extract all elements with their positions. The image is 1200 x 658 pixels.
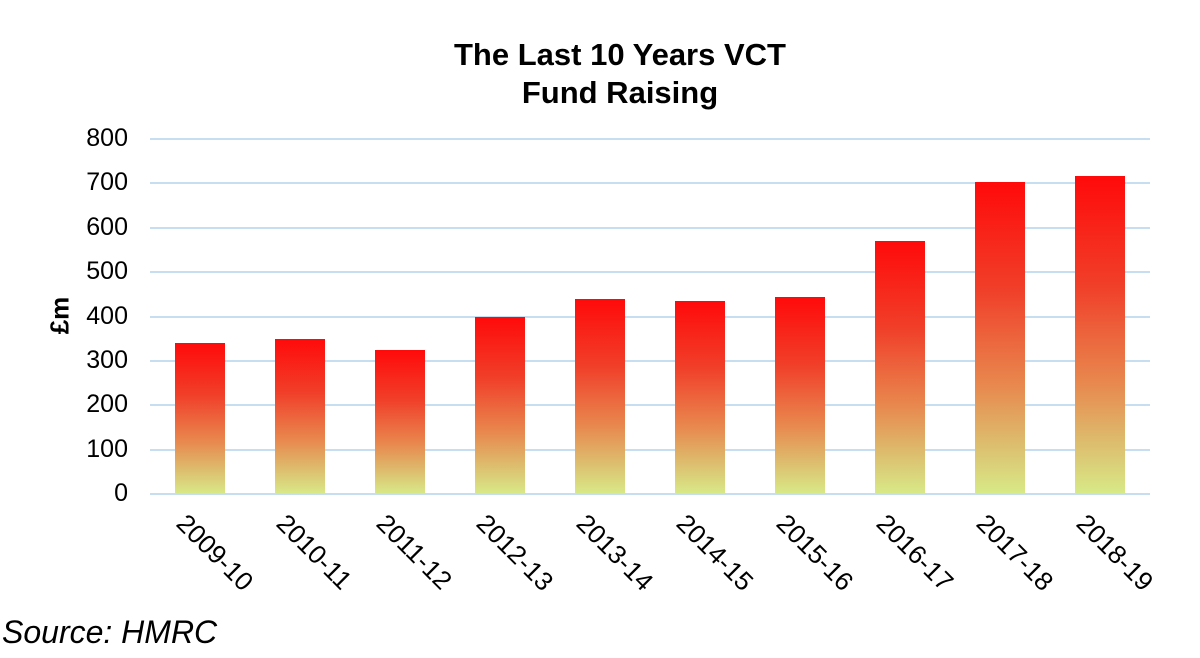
chart-title-line-2: Fund Raising [521,75,719,110]
gridline [150,226,1150,229]
bar-2012-13 [475,316,525,494]
bar-2014-15 [675,300,725,494]
x-tick-label: 2018-19 [1070,508,1160,597]
x-tick-label: 2016-17 [870,508,960,597]
y-tick-label: 700 [86,168,128,197]
bar-2015-16 [775,296,825,494]
x-tick-label: 2012-13 [470,508,560,597]
source-note: Source: HMRC [2,614,218,650]
x-tick-label: 2015-16 [770,508,860,597]
y-tick-label: 500 [86,257,128,286]
y-tick-label: 0 [114,479,128,507]
y-tick-label: 100 [86,434,128,463]
gridline [150,315,1150,318]
bar-2018-19 [1075,176,1125,494]
x-tick-label: 2014-15 [670,508,760,597]
chart-title: The Last 10 Years VCT Fund Raising [300,36,940,112]
gridline [150,138,1150,140]
bar-2017-18 [975,182,1025,494]
gridline [150,271,1150,274]
bar-2013-14 [575,298,625,494]
bar-2011-12 [375,349,425,494]
chart-title-line-1: The Last 10 Years VCT [454,37,786,72]
y-tick-label: 300 [86,345,128,374]
x-tick-label: 2009-10 [170,508,260,597]
y-tick-label: 800 [86,124,128,152]
plot-area [150,138,1150,495]
gridline [150,182,1150,185]
bar-2016-17 [875,241,925,494]
y-tick-label: 200 [86,390,128,419]
x-tick-label: 2011-12 [370,508,459,596]
x-tick-label: 2013-14 [570,508,660,597]
gridline [150,359,1150,362]
bar-2009-10 [175,343,225,494]
bar-2010-11 [275,338,325,494]
y-tick-label: 600 [86,212,128,241]
gridline [150,404,1150,407]
gridline [150,448,1150,451]
x-tick-label: 2017-18 [970,508,1060,597]
x-tick-label: 2010-11 [270,508,359,596]
y-tick-label: 400 [86,301,128,330]
gridline [150,493,1150,495]
